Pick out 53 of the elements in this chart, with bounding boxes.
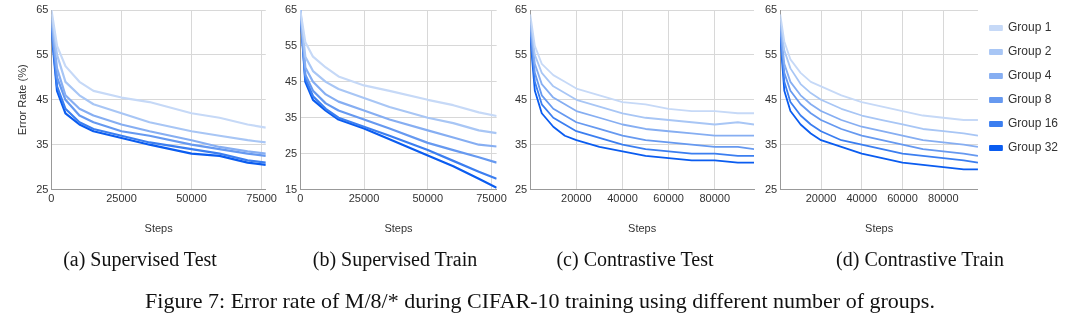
x-axis-title: Steps bbox=[865, 222, 894, 235]
text: (a) Supervised Test bbox=[62, 248, 218, 271]
legend-label: Group 32 bbox=[1007, 140, 1059, 155]
y-tick-label: 45 bbox=[284, 74, 298, 87]
y-tick-label: 55 bbox=[284, 38, 298, 51]
y-tick-label: 65 bbox=[284, 3, 298, 16]
legend-label: Group 2 bbox=[1007, 44, 1052, 59]
x-tick-label: 80000 bbox=[928, 192, 959, 205]
y-tick-label: 15 bbox=[284, 182, 298, 195]
y-tick-label: 25 bbox=[36, 182, 49, 195]
x-axis-title: Steps bbox=[628, 222, 657, 235]
x-tick-label: 75000 bbox=[476, 192, 507, 205]
y-tick-label: 55 bbox=[514, 47, 528, 60]
x-tick-label: 0 bbox=[48, 192, 55, 205]
legend-label: Group 1 bbox=[1007, 20, 1052, 35]
y-tick-label: 55 bbox=[36, 47, 49, 60]
x-tick-label: 50000 bbox=[412, 192, 444, 205]
x-tick-label: 25000 bbox=[106, 192, 137, 205]
x-axis-title: Steps bbox=[144, 222, 174, 235]
legend-label: Group 16 bbox=[1007, 116, 1059, 131]
caption: Figure 7: Error rate of M/8/* during CIFAR-10 training using different number of groups. bbox=[144, 288, 936, 314]
y-tick-label: 35 bbox=[284, 110, 298, 123]
x-tick-label: 0 bbox=[297, 192, 304, 205]
x-tick-label: 60000 bbox=[653, 192, 684, 205]
y-axis-title: Error Rate (%) bbox=[15, 64, 28, 136]
y-tick-label: 55 bbox=[764, 47, 778, 60]
y-tick-label: 25 bbox=[284, 146, 298, 159]
y-tick-label: 65 bbox=[764, 3, 778, 16]
text: (d) Contrastive Train bbox=[835, 248, 1005, 271]
x-tick-label: 75000 bbox=[246, 192, 277, 205]
x-tick-label: 60000 bbox=[887, 192, 918, 205]
legend-label: Group 8 bbox=[1007, 92, 1052, 107]
y-tick-label: 45 bbox=[764, 92, 778, 105]
x-tick-label: 20000 bbox=[805, 192, 837, 205]
y-tick-label: 35 bbox=[36, 137, 49, 150]
y-tick-label: 65 bbox=[514, 3, 528, 16]
y-tick-label: 65 bbox=[36, 3, 49, 16]
x-tick-label: 50000 bbox=[176, 192, 207, 205]
x-tick-label: 40000 bbox=[607, 192, 638, 205]
y-tick-label: 35 bbox=[764, 137, 778, 150]
y-tick-label: 25 bbox=[764, 182, 778, 195]
x-axis-title: Steps bbox=[384, 222, 413, 235]
x-tick-label: 25000 bbox=[348, 192, 380, 205]
y-tick-label: 35 bbox=[514, 137, 528, 150]
y-tick-label: 45 bbox=[36, 92, 49, 105]
text: (c) Contrastive Test bbox=[555, 248, 715, 271]
legend-label: Group 4 bbox=[1007, 68, 1052, 83]
y-tick-label: 45 bbox=[514, 92, 528, 105]
x-tick-label: 20000 bbox=[561, 192, 592, 205]
x-tick-label: 40000 bbox=[846, 192, 878, 205]
x-tick-label: 80000 bbox=[699, 192, 731, 205]
y-tick-label: 25 bbox=[514, 182, 528, 195]
text: (b) Supervised Train bbox=[311, 248, 479, 271]
